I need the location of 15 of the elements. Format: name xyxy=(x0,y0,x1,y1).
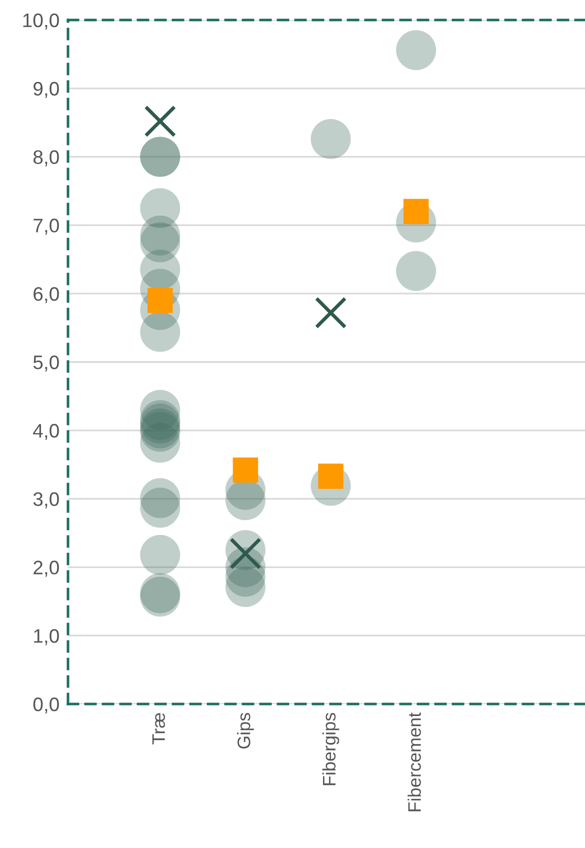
x-tick-label: Gips xyxy=(237,712,254,749)
y-tick-label: 4,0 xyxy=(33,424,59,440)
x-tick-label: Fibercement xyxy=(408,712,421,812)
y-tick-label: 0,0 xyxy=(33,697,59,714)
y-tick-label: 10,0 xyxy=(23,13,59,30)
y-tick-label: 5,0 xyxy=(33,355,59,372)
y-tick-label: 1,0 xyxy=(34,629,59,646)
y-tick-label: 6,0 xyxy=(34,287,59,304)
y-tick-label: 7,0 xyxy=(34,218,59,235)
y-tick-label: 3,0 xyxy=(33,492,59,508)
y-tick-label: 9,0 xyxy=(34,82,59,98)
y-tick-label: 2,0 xyxy=(34,560,59,577)
y-tick-label: 8,0 xyxy=(33,150,59,166)
x-tick-label: Træ xyxy=(152,713,165,744)
x-tick-label: Fibergips xyxy=(322,712,340,786)
